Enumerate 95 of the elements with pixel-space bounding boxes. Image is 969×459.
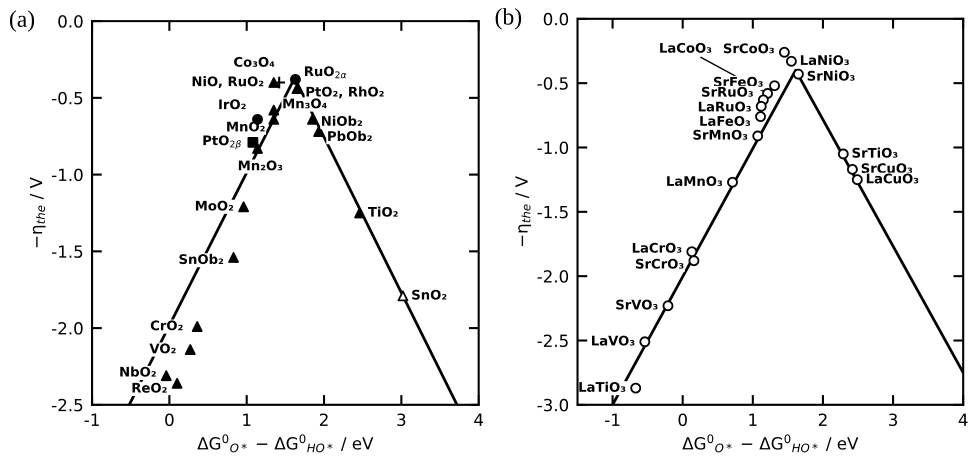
annotation: LaVO₃ bbox=[592, 336, 634, 346]
point bbox=[290, 74, 301, 85]
annotation: PbOb₂ bbox=[328, 130, 372, 142]
point bbox=[172, 378, 183, 389]
point bbox=[184, 344, 196, 355]
x-tick-label: 2 bbox=[818, 413, 827, 426]
annotation: SrRuO₃ bbox=[702, 86, 753, 97]
annotation: PtO₂, RhO₂ bbox=[306, 86, 384, 98]
x-tick-label: 4 bbox=[958, 414, 968, 426]
annotation: NbO₂ bbox=[120, 366, 156, 377]
annotation: SrMnO₃ bbox=[693, 130, 748, 140]
y-axis-title: −η$_{the}$ / V bbox=[30, 177, 46, 248]
annotation: PtO$_{2β}$ bbox=[203, 135, 241, 150]
x-tick-label: 0 bbox=[165, 413, 174, 426]
point bbox=[786, 56, 797, 67]
y-tick-label: -2.0 bbox=[52, 322, 83, 335]
y-tick-label: -0.5 bbox=[537, 77, 568, 90]
x-tick-label: 2 bbox=[320, 413, 328, 426]
annotation: LaCuO₃ bbox=[866, 174, 918, 184]
y-tick-label: -2.5 bbox=[537, 334, 568, 348]
annotation: SnOb₂ bbox=[179, 254, 224, 264]
point bbox=[755, 111, 766, 122]
point bbox=[756, 100, 767, 112]
annotation: LaCrO₃ bbox=[632, 242, 682, 253]
annotation: RuO$_{2α}$ bbox=[304, 66, 346, 78]
y-tick-label: -1.0 bbox=[537, 141, 568, 154]
annotation: NiOb₂ bbox=[322, 116, 362, 126]
point bbox=[639, 336, 650, 348]
annotation: SrVO₃ bbox=[616, 300, 658, 310]
annotation: CrO₂ bbox=[150, 320, 183, 330]
point bbox=[752, 130, 764, 142]
point bbox=[398, 290, 408, 302]
chart-title: (b) bbox=[496, 8, 522, 30]
point bbox=[247, 136, 258, 148]
point bbox=[686, 246, 698, 258]
point bbox=[630, 382, 642, 394]
annotation: SrTiO₃ bbox=[852, 148, 898, 158]
x-tick-label: 1 bbox=[243, 414, 250, 426]
point bbox=[778, 46, 790, 58]
annotation: LaNiO₃ bbox=[800, 54, 849, 66]
x-axis-title: ΔG$^{0}$$_{O*}$ − ΔG$^{0}$$_{HO*}$ / eV bbox=[682, 434, 858, 452]
annotation: VO₂ bbox=[149, 343, 176, 354]
annotation: NiO, RuO₂ bbox=[192, 76, 264, 88]
point bbox=[662, 300, 674, 312]
x-tick-label: 3 bbox=[889, 413, 898, 426]
y-tick-label: -1.5 bbox=[537, 206, 568, 218]
annotation: ReO₂ bbox=[132, 382, 167, 393]
point bbox=[727, 176, 738, 188]
y-tick-label: 0.0 bbox=[544, 12, 568, 26]
point bbox=[838, 148, 849, 160]
point bbox=[852, 174, 863, 186]
x-tick-label: -1 bbox=[84, 414, 99, 426]
y-tick-label: -3.0 bbox=[537, 398, 568, 412]
y-tick-label: -1.0 bbox=[52, 168, 83, 182]
annotation: SrCuO₃ bbox=[862, 163, 912, 174]
y-tick-label: -0.5 bbox=[52, 92, 82, 104]
annotation: Co₃O₄ bbox=[234, 56, 274, 67]
annotation: LaMnO₃ bbox=[667, 176, 722, 186]
x-tick-label: 1 bbox=[749, 414, 757, 426]
annotation: IrO₂ bbox=[219, 99, 246, 110]
point bbox=[192, 321, 203, 332]
annotation: LaFeO₃ bbox=[700, 116, 750, 126]
annotation: TiO₂ bbox=[368, 206, 398, 217]
point bbox=[769, 80, 780, 92]
annotation: SrNiO₃ bbox=[808, 70, 855, 81]
point bbox=[238, 201, 250, 212]
y-tick-label: -1.5 bbox=[52, 246, 82, 258]
annotation: SrCoO₃ bbox=[724, 43, 774, 54]
y-tick-label: -2.5 bbox=[52, 398, 82, 412]
x-tick-label: 3 bbox=[397, 413, 406, 426]
x-tick-label: 4 bbox=[474, 414, 484, 426]
x-tick-label: 0 bbox=[678, 413, 687, 426]
point bbox=[292, 83, 302, 94]
point bbox=[268, 104, 280, 116]
point bbox=[160, 370, 172, 382]
y-axis-title: −η$_{the}$ / V bbox=[515, 176, 532, 246]
annotation: SrFeO₃ bbox=[714, 76, 763, 87]
annotation: LaCoO₃ bbox=[660, 42, 712, 53]
annotation: Mn₃O₄ bbox=[283, 98, 327, 108]
annotation: Mn₂O₃ bbox=[238, 160, 282, 170]
point bbox=[846, 164, 858, 175]
x-tick-label: -1 bbox=[605, 414, 620, 426]
x-axis-title: ΔG$^{0}$$_{O*}$ − ΔG$^{0}$$_{HO*}$ / eV bbox=[197, 434, 374, 452]
point bbox=[688, 255, 700, 266]
annotation: LaTiO₃ bbox=[579, 382, 626, 392]
y-tick-label: 0.0 bbox=[58, 15, 83, 28]
point bbox=[228, 252, 239, 263]
annotation: LaRuO₃ bbox=[698, 102, 751, 112]
annotation: SnO₂ bbox=[412, 290, 446, 300]
annotation: MoO₂ bbox=[196, 200, 234, 211]
point bbox=[792, 68, 804, 80]
y-tick-label: -2.0 bbox=[537, 270, 568, 283]
annotation: SrCrO₃ bbox=[636, 258, 684, 269]
point bbox=[307, 114, 318, 125]
chart-title: (a) bbox=[10, 10, 34, 32]
